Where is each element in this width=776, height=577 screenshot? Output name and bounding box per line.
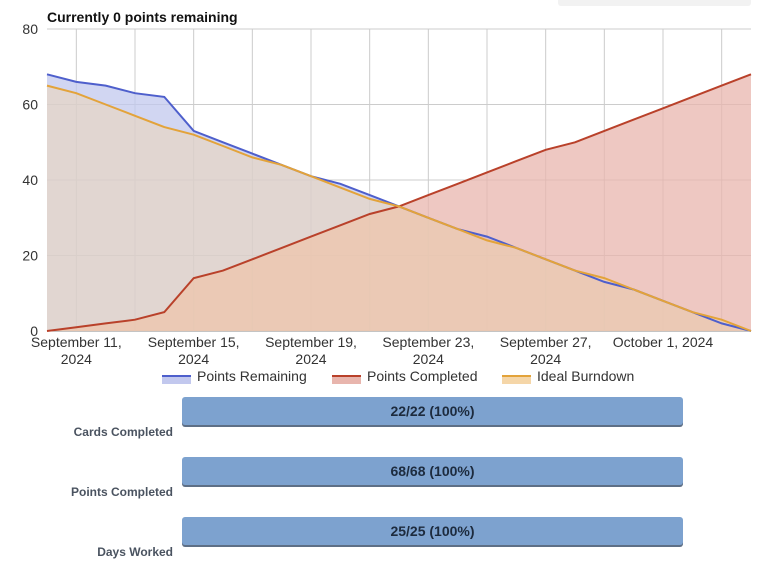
top-strip — [558, 0, 751, 6]
legend-swatch — [332, 376, 361, 384]
legend-label: Ideal Burndown — [537, 368, 634, 384]
x-tick-label: 2024 — [178, 351, 209, 367]
stat-bar-cards: 22/22 (100%) — [182, 397, 683, 425]
y-tick-label: 40 — [22, 172, 38, 188]
series-area — [47, 74, 751, 332]
legend-label: Points Completed — [367, 368, 478, 384]
stat-label-points: Points Completed — [70, 485, 173, 499]
x-tick-label: September 19, — [265, 334, 357, 350]
series-lines — [46, 73, 752, 332]
y-tick-label: 60 — [22, 97, 38, 113]
series-areas — [47, 74, 751, 332]
x-tick-label: 2024 — [295, 351, 326, 367]
series-area — [47, 74, 751, 332]
x-tick-label: 2024 — [61, 351, 92, 367]
stat-bar-points: 68/68 (100%) — [182, 457, 683, 485]
x-tick-label: September 27, — [500, 334, 592, 350]
x-tick-label: October 1, 2024 — [613, 334, 714, 350]
stat-value-days: 25/25 (100%) — [390, 523, 475, 539]
stat-row-days: Days Worked 25/25 (100%) — [0, 517, 776, 577]
stat-label-days: Days Worked — [97, 545, 173, 559]
stat-label-cards: Cards Completed — [73, 425, 173, 439]
y-tick-label: 20 — [22, 248, 38, 264]
stat-row-points: Points Completed 68/68 (100%) — [0, 457, 776, 517]
x-tick-label: 2024 — [413, 351, 444, 367]
x-tick-label: September 15, — [148, 334, 240, 350]
stat-row-cards: Cards Completed 22/22 (100%) — [0, 397, 776, 457]
legend-label: Points Remaining — [197, 368, 307, 384]
x-tick-label: 2024 — [530, 351, 561, 367]
legend-swatch — [502, 376, 531, 384]
x-tick-label: September 23, — [382, 334, 474, 350]
legend: Points Remaining Points Completed Ideal Bu… — [162, 368, 634, 384]
stat-value-cards: 22/22 (100%) — [390, 403, 475, 419]
chart-title: Currently 0 points remaining — [47, 9, 238, 25]
stat-value-points: 68/68 (100%) — [390, 463, 475, 479]
legend-swatch — [162, 376, 191, 384]
y-tick-label: 0 — [30, 323, 38, 339]
stat-bar-days: 25/25 (100%) — [182, 517, 683, 545]
x-tick-label: September 11, — [31, 334, 122, 350]
y-tick-label: 80 — [22, 21, 38, 37]
series-line — [46, 84, 752, 332]
